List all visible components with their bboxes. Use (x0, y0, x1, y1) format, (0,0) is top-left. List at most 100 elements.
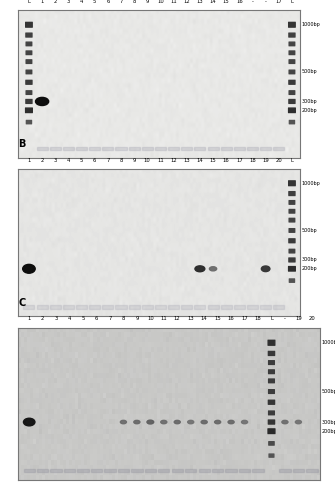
Text: 20: 20 (275, 158, 282, 162)
Text: 18: 18 (255, 316, 261, 322)
Bar (273, 306, 284, 308)
Bar (50, 147, 61, 150)
Bar (50, 306, 61, 308)
Text: 11: 11 (160, 316, 167, 322)
Text: 2: 2 (41, 316, 44, 322)
Ellipse shape (201, 420, 207, 424)
Ellipse shape (211, 268, 215, 270)
Bar (102, 147, 113, 150)
Text: 200bp: 200bp (301, 266, 317, 272)
Text: 19: 19 (262, 158, 269, 162)
Bar (225, 469, 237, 472)
Text: 14: 14 (210, 0, 216, 4)
Bar (279, 469, 290, 472)
Bar (116, 147, 127, 150)
Bar (234, 306, 245, 308)
Text: 10: 10 (147, 316, 154, 322)
Bar (37, 306, 48, 308)
Text: 15: 15 (214, 316, 221, 322)
Ellipse shape (261, 266, 270, 272)
Bar (145, 469, 156, 472)
Text: 10: 10 (157, 0, 164, 4)
Bar (247, 306, 258, 308)
Bar (185, 469, 196, 472)
Text: 13: 13 (184, 158, 190, 162)
Ellipse shape (242, 420, 248, 424)
Text: 300bp: 300bp (321, 420, 335, 424)
Text: 200bp: 200bp (301, 108, 317, 113)
Bar (194, 306, 205, 308)
Text: B: B (18, 140, 26, 149)
Text: L: L (290, 158, 293, 162)
Text: 1: 1 (27, 158, 30, 162)
Text: 15: 15 (223, 0, 229, 4)
Ellipse shape (174, 420, 180, 424)
Ellipse shape (215, 420, 221, 424)
Text: 5: 5 (81, 316, 85, 322)
Text: 9: 9 (146, 0, 149, 4)
Text: 12: 12 (174, 316, 181, 322)
Text: 17: 17 (241, 316, 248, 322)
Text: 6: 6 (106, 0, 110, 4)
Text: 1000bp: 1000bp (301, 22, 320, 27)
Text: 16: 16 (223, 158, 229, 162)
Ellipse shape (228, 420, 234, 424)
Text: 1: 1 (41, 0, 44, 4)
Bar (221, 147, 232, 150)
Text: -: - (284, 316, 286, 322)
Bar (76, 306, 87, 308)
FancyBboxPatch shape (26, 51, 32, 54)
Text: 13: 13 (197, 0, 203, 4)
Bar (89, 147, 100, 150)
FancyBboxPatch shape (289, 239, 295, 242)
Text: 500bp: 500bp (301, 228, 317, 233)
Text: -: - (265, 0, 267, 4)
Text: 9: 9 (132, 158, 136, 162)
Bar (168, 147, 179, 150)
FancyBboxPatch shape (289, 192, 295, 196)
FancyBboxPatch shape (269, 411, 274, 414)
Ellipse shape (23, 264, 35, 273)
Bar (104, 469, 116, 472)
FancyBboxPatch shape (289, 70, 295, 73)
FancyBboxPatch shape (289, 42, 295, 45)
Bar (77, 469, 89, 472)
Text: 3: 3 (54, 158, 57, 162)
Text: 8: 8 (122, 316, 125, 322)
FancyBboxPatch shape (269, 379, 274, 382)
Ellipse shape (26, 267, 32, 270)
Text: 12: 12 (170, 158, 177, 162)
FancyBboxPatch shape (26, 91, 32, 94)
Bar (63, 306, 74, 308)
Bar (199, 469, 210, 472)
FancyBboxPatch shape (26, 33, 32, 37)
Text: C: C (18, 298, 26, 308)
Ellipse shape (120, 420, 126, 424)
Bar (168, 306, 179, 308)
FancyBboxPatch shape (268, 340, 275, 345)
Text: L: L (290, 0, 293, 4)
Text: 5: 5 (80, 158, 83, 162)
Bar (64, 469, 75, 472)
Text: 300bp: 300bp (301, 258, 317, 262)
Ellipse shape (26, 420, 32, 424)
FancyBboxPatch shape (288, 108, 295, 112)
FancyBboxPatch shape (289, 100, 295, 103)
Text: 500bp: 500bp (321, 389, 335, 394)
Text: 19: 19 (295, 316, 302, 322)
FancyBboxPatch shape (289, 80, 295, 84)
Text: 15: 15 (210, 158, 216, 162)
Text: 300bp: 300bp (301, 99, 317, 104)
Bar (91, 469, 102, 472)
Text: L: L (27, 0, 30, 4)
Bar (142, 306, 153, 308)
FancyBboxPatch shape (289, 60, 295, 64)
Bar (116, 306, 127, 308)
FancyBboxPatch shape (26, 80, 32, 84)
FancyBboxPatch shape (26, 70, 32, 73)
Text: 2: 2 (54, 0, 57, 4)
Text: 1000bp: 1000bp (301, 180, 320, 186)
FancyBboxPatch shape (289, 250, 295, 253)
Text: 9: 9 (135, 316, 139, 322)
Bar (37, 147, 48, 150)
